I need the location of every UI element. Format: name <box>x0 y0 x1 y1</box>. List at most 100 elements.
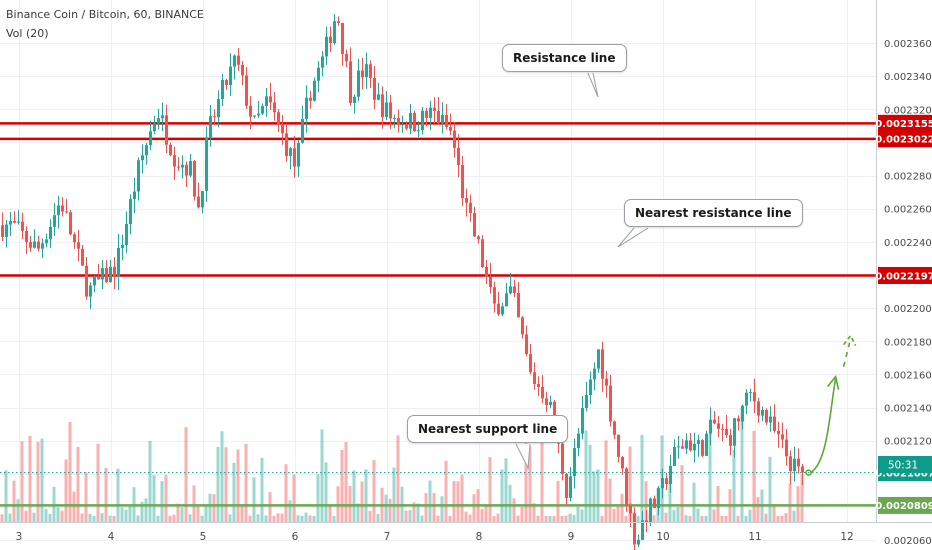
volume-bar <box>800 474 804 522</box>
volume-bar <box>180 507 184 522</box>
candle-body <box>145 145 148 156</box>
volume-bar <box>576 506 580 522</box>
candle-body <box>157 118 160 124</box>
volume-bar <box>588 444 592 522</box>
volume-bar <box>244 444 248 522</box>
candle-body <box>169 144 172 156</box>
volume-bar <box>224 447 228 522</box>
volume-bar <box>304 512 308 522</box>
volume-bar <box>764 513 768 522</box>
volume-bar <box>696 508 700 522</box>
candle-body <box>697 440 700 445</box>
candle-body <box>749 392 752 394</box>
candle-body <box>309 97 312 101</box>
time-axis[interactable]: 3 4 5 6 7 8 9 10 11 12 <box>16 531 854 543</box>
volume-bar <box>320 429 324 522</box>
candle-body <box>197 196 200 208</box>
candle-body <box>529 354 532 373</box>
volume-bar <box>376 513 380 522</box>
callout-resistance-line[interactable]: Resistance line <box>502 44 627 72</box>
candle-body <box>413 112 416 132</box>
candle-body <box>89 285 92 297</box>
candle-body <box>9 221 12 225</box>
volume-bar <box>164 474 168 522</box>
candle-body <box>469 202 472 213</box>
volume-bar <box>276 513 280 522</box>
volume-bar <box>220 431 224 522</box>
candle-body <box>265 96 268 107</box>
candle-body <box>257 113 260 116</box>
callout-tails <box>515 72 649 470</box>
candle-body <box>673 446 676 467</box>
volume-bar <box>460 474 464 522</box>
volume-bar <box>4 470 8 522</box>
volume-bar <box>604 440 608 522</box>
forecast-arrow-solid <box>810 378 837 474</box>
candle-body <box>377 94 380 100</box>
volume-bar <box>248 515 252 522</box>
volume-bar <box>140 501 144 522</box>
candle-body <box>589 379 592 396</box>
volume-bar <box>512 498 516 522</box>
volume-bar <box>204 504 208 522</box>
candle-body <box>105 268 108 283</box>
candle-body <box>17 221 20 223</box>
volume-bar <box>192 485 196 522</box>
candle-body <box>161 115 164 119</box>
candle-body <box>133 191 136 200</box>
volume-bar <box>780 515 784 522</box>
volume-bar <box>556 480 560 522</box>
symbol-title: Binance Coin / Bitcoin, 60, BINANCE <box>6 8 204 21</box>
candle-body <box>657 488 660 508</box>
candle-body <box>593 368 596 380</box>
volume-bar <box>92 516 96 522</box>
candle-body <box>349 61 352 103</box>
volume-bar <box>792 510 796 522</box>
volume-indicator-label[interactable]: Vol (20) <box>6 27 49 40</box>
candle-body <box>57 205 60 216</box>
candle-body <box>633 513 636 545</box>
candle-body <box>777 430 780 435</box>
callout-nearest-resistance-line[interactable]: Nearest resistance line <box>624 199 803 227</box>
callout-nearest-support-line[interactable]: Nearest support line <box>407 415 569 443</box>
volume-bar <box>148 440 152 522</box>
volume-bar <box>492 515 496 522</box>
candle-body <box>793 458 796 472</box>
candle-body <box>201 191 204 208</box>
candle-body <box>489 276 492 288</box>
volume-bar <box>404 510 408 522</box>
candle-body <box>405 124 408 129</box>
volume-bar <box>472 494 476 522</box>
candle-body <box>221 80 224 100</box>
candle-body <box>785 439 788 457</box>
candle-body <box>601 349 604 379</box>
volume-bar <box>328 505 332 522</box>
candle-body <box>537 383 540 387</box>
volume-bar <box>8 513 12 522</box>
volume-bar <box>256 514 260 522</box>
volume-bar <box>120 507 124 522</box>
candle-body <box>737 418 740 422</box>
volume-bar <box>308 515 312 522</box>
candle-body <box>253 115 256 117</box>
volume-bar <box>488 457 492 522</box>
volume-bar <box>340 449 344 522</box>
volume-bar <box>28 435 32 522</box>
candle-body <box>621 456 624 469</box>
candle-body <box>329 36 332 44</box>
candle-body <box>77 242 80 249</box>
volume-bar <box>732 449 736 522</box>
candle-body <box>273 102 276 113</box>
candle-body <box>13 221 16 223</box>
candle-body <box>709 419 712 434</box>
volume-bar <box>772 504 776 522</box>
candle-body <box>801 466 804 473</box>
candle-body <box>497 303 500 315</box>
